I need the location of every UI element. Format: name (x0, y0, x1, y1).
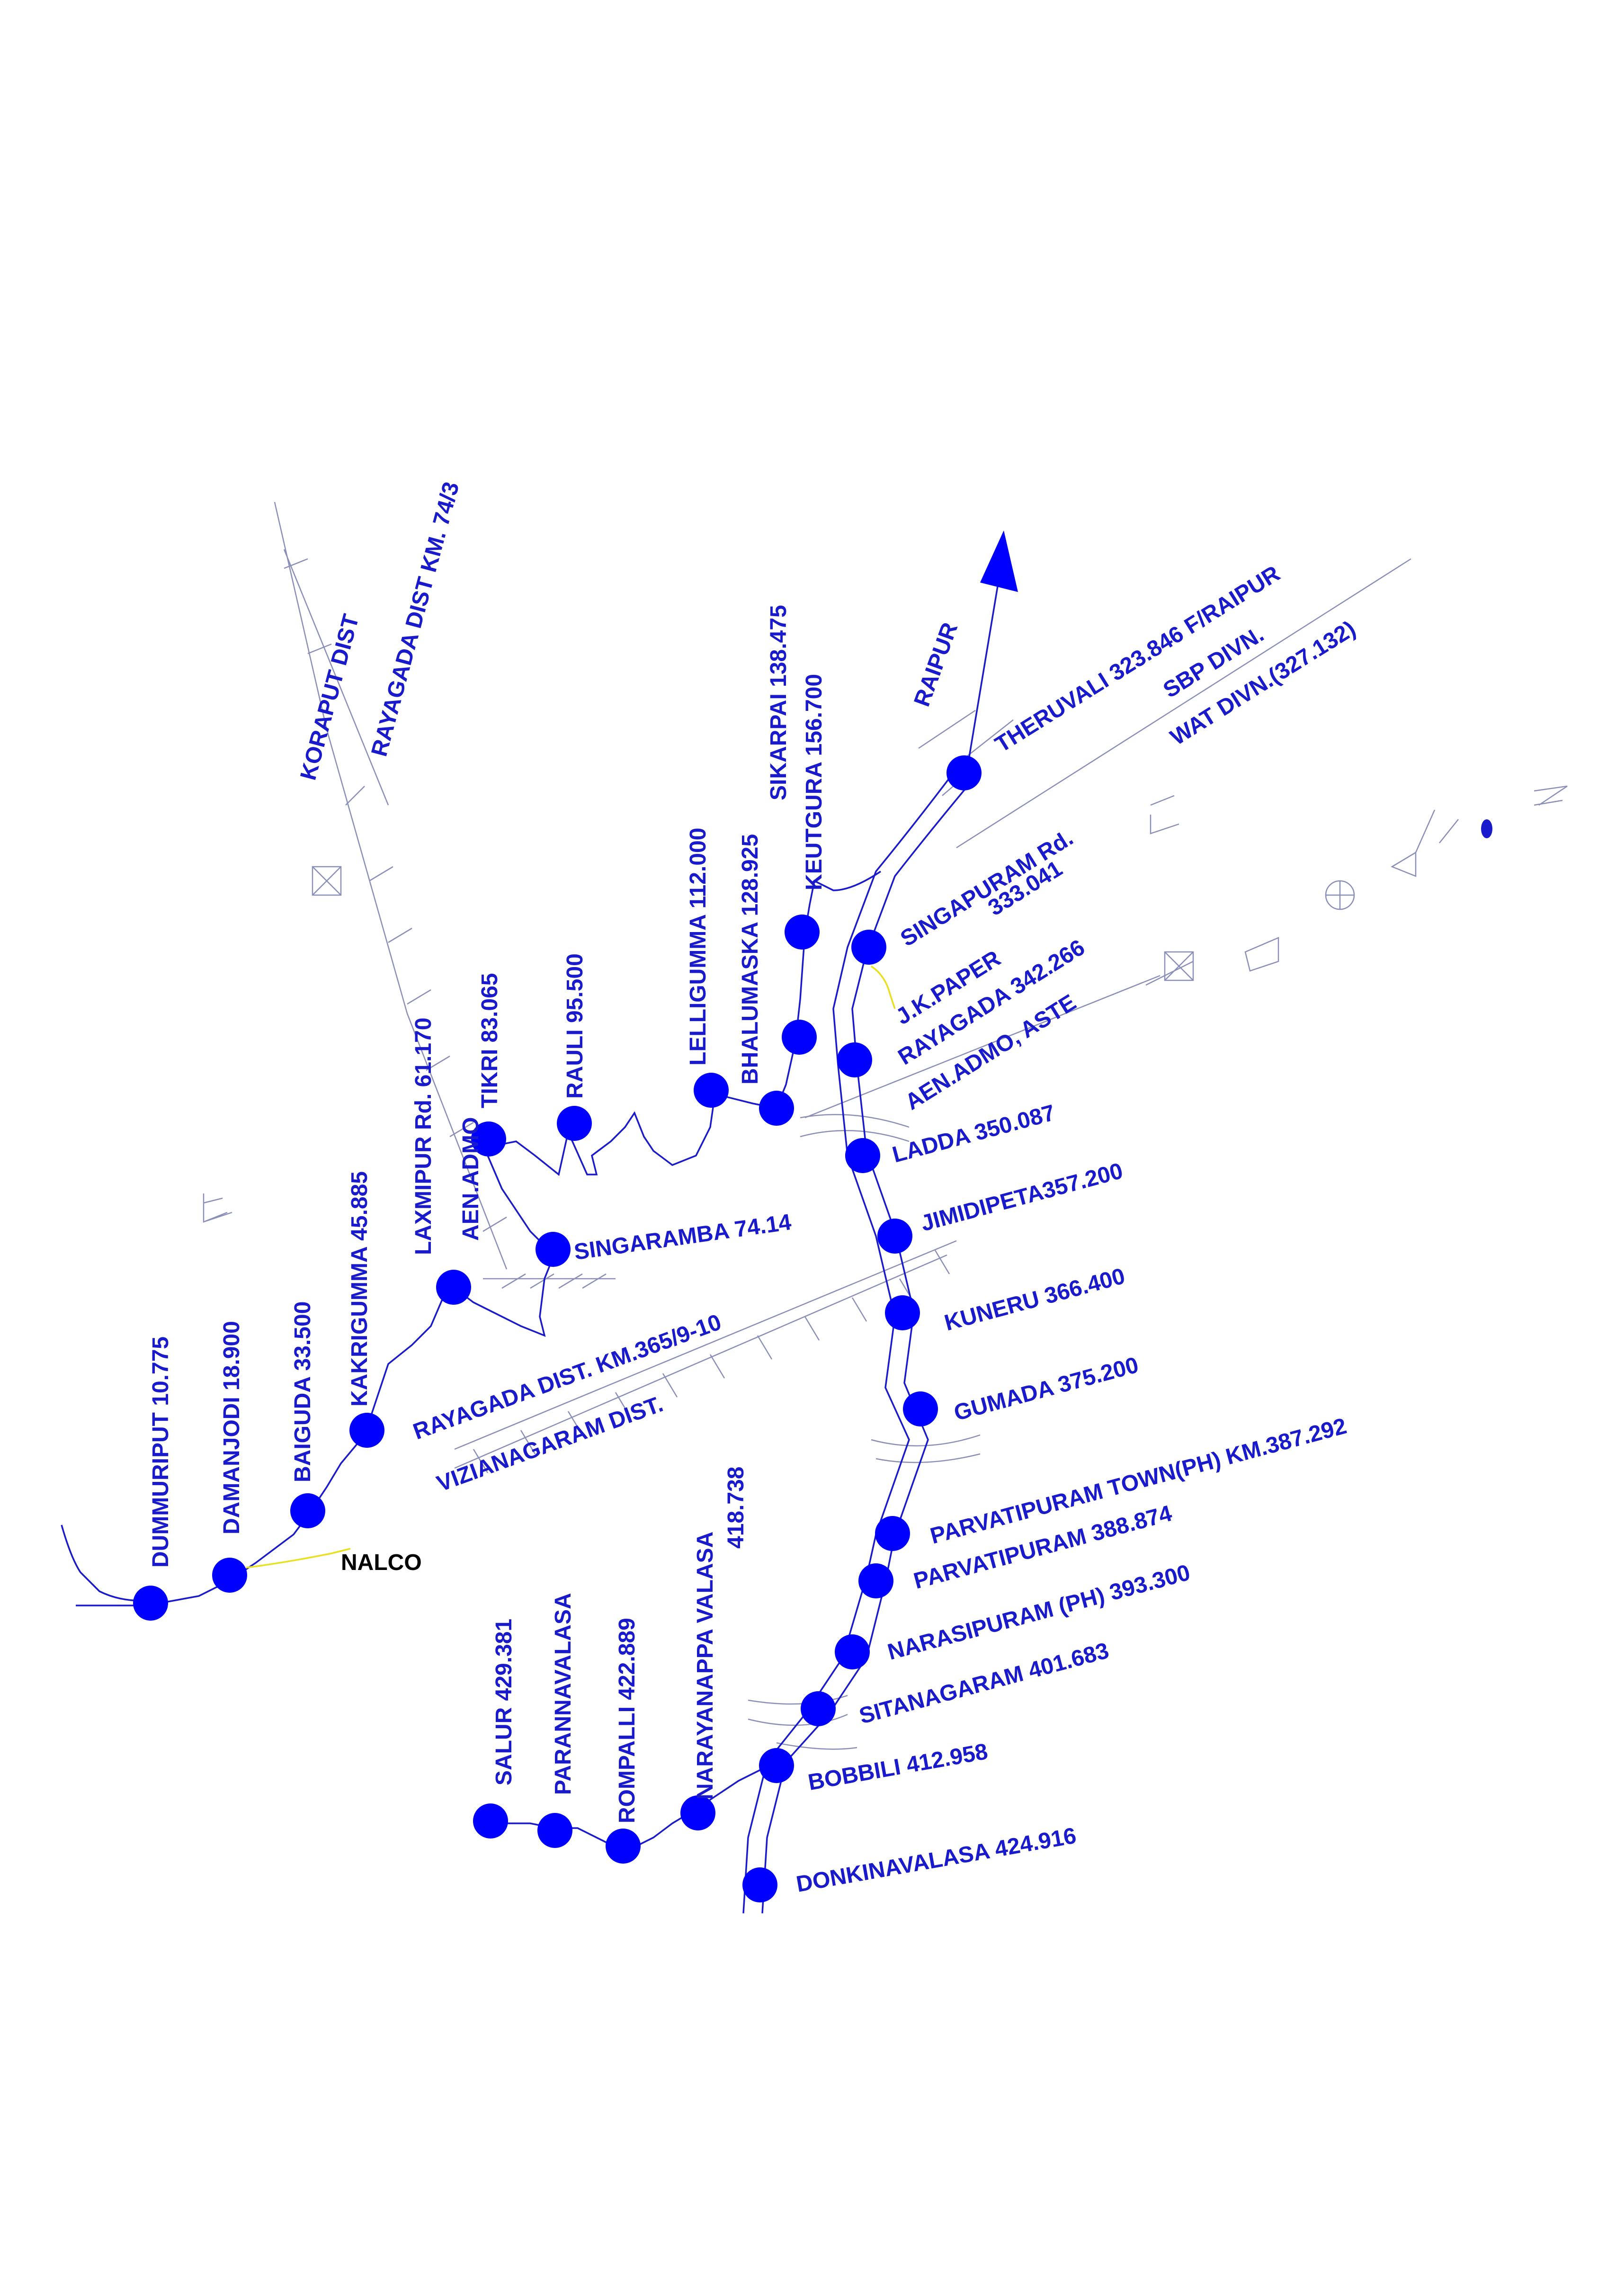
station-singapuram (851, 930, 886, 965)
label-gumada: GUMADA 375.200 (951, 1353, 1141, 1426)
station-theruvali (946, 755, 982, 790)
station-keutgura (785, 915, 820, 950)
boundary-ticks (284, 558, 607, 1289)
station-lelligumma (694, 1073, 729, 1108)
jk-paper-siding (871, 965, 896, 1009)
main-line-left (742, 762, 962, 1914)
station-narayanappa-valasa (680, 1795, 715, 1830)
label-keutgura: KEUTGURA 156.700 (802, 674, 827, 890)
label-salur: SALUR 429.381 (491, 1619, 517, 1785)
divisional-boundary (956, 558, 1411, 849)
label-bobbili: BOBBILI 412.958 (806, 1739, 990, 1795)
station-sitanagaram (801, 1691, 836, 1726)
label-baiguda: BAIGUDA 33.500 (290, 1301, 315, 1482)
station-sikarpai (782, 1020, 817, 1055)
station-tikri (471, 1121, 506, 1157)
label-rompalli: ROMPALLI 422.889 (615, 1618, 640, 1823)
station-parvatipuram-town (875, 1516, 910, 1551)
label-narayanappa-2: 418.738 (723, 1466, 749, 1549)
private-sidings (246, 965, 896, 1569)
label-kakrigumma: KAKRIGUMMA 45.885 (347, 1171, 372, 1407)
label-rayagada-dist-km74: RAYAGADA DIST KM. 74/3 (366, 479, 464, 759)
station-bobbili (759, 1748, 794, 1783)
label-tikri: TIKRI 83.065 (477, 973, 502, 1108)
station-laxmipur (436, 1270, 471, 1305)
map-symbols (203, 785, 1568, 1223)
label-rauli: RAULI 95.500 (562, 953, 588, 1099)
label-aen-admo-left: AEN.ADMO (458, 1117, 483, 1241)
stations (133, 755, 982, 1902)
station-dummuriput (133, 1586, 168, 1621)
station-kuneru (885, 1295, 920, 1330)
station-damanjodi (212, 1558, 247, 1593)
label-jimidipeta: JIMIDIPETA357.200 (918, 1158, 1125, 1237)
label-singaramba: SINGARAMBA 74.14 (572, 1210, 793, 1265)
station-narasipuram (835, 1634, 870, 1669)
station-jimidipeta (877, 1219, 912, 1254)
station-parvatipuram (858, 1563, 893, 1598)
label-sikarpai: SIKARPAI 138.475 (766, 605, 791, 800)
station-rauli (557, 1106, 592, 1141)
station-salur (473, 1803, 508, 1839)
label-raipur: RAIPUR (910, 619, 963, 710)
arrow-head-icon (980, 530, 1018, 592)
district-boundaries (203, 502, 1568, 1750)
station-donkinavalasa (742, 1867, 777, 1902)
river-crossings (748, 1114, 981, 1750)
station-ladda (845, 1138, 880, 1173)
label-lelligumma: LELLIGUMMA 112.000 (686, 828, 711, 1066)
station-gumada (903, 1391, 938, 1426)
label-nalco: NALCO (341, 1550, 422, 1575)
station-singaramba (536, 1232, 571, 1267)
label-donkinavalasa: DONKINAVALASA 424.916 (795, 1823, 1078, 1897)
station-labels: DUMMURIPUT 10.775 DAMANJODI 18.900 BAIGU… (148, 479, 1360, 1897)
label-parannavalasa: PARANNAVALASA (551, 1593, 576, 1795)
label-kuneru: KUNERU 366.400 (942, 1264, 1128, 1336)
label-singapuram-1: SINGAPURAM Rd. (896, 825, 1078, 952)
rayagada-vizianagaram-boundary (454, 1254, 947, 1469)
station-rayagada (837, 1042, 872, 1077)
label-bhalumaska: BHALUMASKA 128.925 (738, 834, 763, 1085)
label-dummuriput: DUMMURIPUT 10.775 (148, 1336, 173, 1568)
station-baiguda (290, 1493, 325, 1528)
nalco-siding (246, 1548, 351, 1569)
label-laxmipur: LAXMIPUR Rd. 61.170 (411, 1018, 436, 1255)
station-parannavalasa (537, 1813, 572, 1848)
koraput-branch (76, 870, 881, 1606)
station-kakrigumma (349, 1413, 384, 1448)
label-narayanappa-1: NARAYANAPPA VALASA (693, 1532, 718, 1800)
railway-tracks (61, 709, 1014, 1914)
label-damanjodi: DAMANJODI 18.900 (219, 1321, 244, 1534)
station-bhalumaska (759, 1091, 794, 1126)
station-rompalli (606, 1829, 641, 1864)
koraput-rayagada-boundary (274, 502, 508, 1270)
raipur-direction-arrow (965, 530, 1018, 777)
